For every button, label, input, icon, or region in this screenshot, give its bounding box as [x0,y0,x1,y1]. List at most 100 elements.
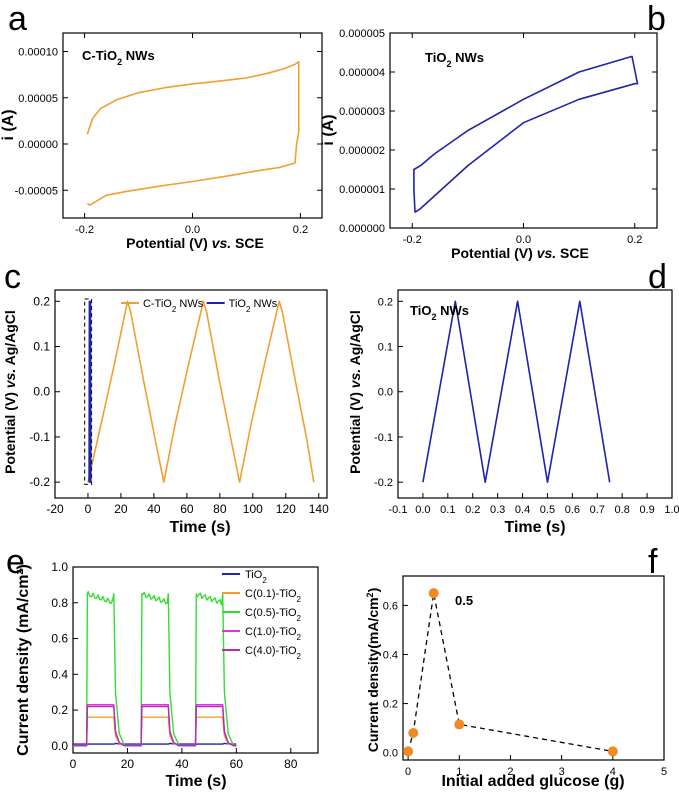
y-axis-label-text: Current density(mA/cm [365,597,381,752]
y-tick-label: 0.8 [51,596,68,610]
y-axis-label-text: Potential (V) [2,388,18,474]
x-axis-label: Initial added glucose (g) [441,773,624,790]
y-axis-label-sup: 2 [15,569,25,574]
x-axis-label-text: Potential (V) [451,245,537,261]
y-tick-label: 0.4 [383,650,398,662]
panel-a: -0.2 0.0 0.2 -0.00005 0.00000 0.00005 0.00010 a… [0,0,323,251]
x-tick-label: 0 [405,766,411,778]
data-point [408,728,419,739]
legend-sub: 2 [297,614,302,623]
x-tick-label: 20 [114,502,128,516]
y-tick-label: -0.2 [29,475,50,489]
x-axis-label: Time (s) [165,773,226,790]
peak-annotation: 0.5 [455,593,473,608]
x-axis-label: Time (s) [169,519,230,536]
x-tick-label: 60 [230,757,244,771]
x-axis-label-italic: vs. [537,245,556,261]
annotation-tail: NWs [451,50,484,65]
legend-label: TiO2 NWs [229,298,278,314]
panel-d: -0.1 0.0 0.1 0.2 0.3 0.4 0.5 0.6 0.7 0.8 0.9 1.0 -0.… [347,258,679,536]
x-tick-label: 20 [121,757,135,771]
y-tick-label: -0.1 [29,430,50,444]
y-tick-label: 0.2 [33,294,50,308]
legend-sub: 2 [262,576,267,585]
x-tick-label: 40 [175,757,189,771]
x-tick-label: -0.1 [389,504,408,516]
x-tick-label: 0.2 [293,224,308,236]
data-point [454,719,465,730]
y-tick-label: 0.00010 [18,47,58,59]
x-tick-label: 0.6 [565,504,580,516]
panel-e: 0 20 40 60 800.00.20.40.60.81.0TiO2C(0.1)-Ti… [6,543,319,790]
x-axis-label-text: Time (s) [504,519,565,536]
plot-frame [72,566,319,754]
x-tick-label: 4 [610,766,616,778]
x-tick-label: 0.0 [185,224,200,236]
x-tick-label: -0.2 [75,224,94,236]
y-tick-label: -0.1 [374,432,393,444]
legend-text: C(0.1)-TiO [245,588,297,600]
legend-sub: 2 [297,633,302,642]
x-tick-label: 0.2 [627,234,642,246]
photocurrent-curve [73,716,237,747]
legend-sub: 2 [246,305,251,314]
x-tick-label: 80 [213,502,227,516]
panel-letter-e: e [6,543,25,581]
plot-frame [402,575,665,761]
x-tick-label: 5 [661,766,667,778]
y-tick-label: 0.1 [378,342,393,354]
charge-discharge-curve-tio2 [88,300,92,483]
legend-text: C(0.5)-TiO [245,607,297,619]
photocurrent-curve [73,742,237,745]
x-tick-label: 0.4 [515,504,530,516]
y-tick-label: 1.0 [51,560,68,574]
charge-discharge-curve [422,300,611,484]
x-tick-label: -20 [46,502,64,516]
x-tick-label: 0.5 [540,504,555,516]
x-tick-label: 0.9 [639,504,654,516]
dashed-trend-line [407,593,613,753]
panel-letter-d: d [648,258,667,296]
x-tick-label: 100 [243,502,263,516]
annotation-sub: 2 [117,57,122,67]
annotation-tail: NWs [122,48,155,63]
legend-sub: 2 [172,305,177,314]
x-axis-label-text: Initial added glucose (g) [441,773,624,790]
charge-discharge-curve-ctio2 [87,300,315,484]
y-axis-label: Current density(mA/cm2) [365,588,381,753]
panel-letter-c: c [4,258,21,296]
legend-text: C-TiO [143,298,172,310]
annotation-sub: 2 [446,59,451,69]
x-tick-label: 40 [147,502,161,516]
y-tick-label: 0.6 [51,632,68,646]
y-axis-label-text: i (A) [0,109,17,140]
y-tick-label: -0.00005 [15,185,58,197]
legend-label: C(0.5)-TiO2 [245,607,302,623]
y-axis-label-tail: Ag/AgCl [347,310,363,369]
x-tick-label: -0.2 [403,234,422,246]
x-tick-label: 0.0 [516,234,531,246]
annotation-tail: NWs [436,303,469,318]
x-tick-label: 1.0 [664,504,679,516]
x-tick-label: 120 [276,502,296,516]
x-tick-label: 0.1 [440,504,455,516]
x-tick-label: 80 [284,757,298,771]
annotation-text: C-TiO [82,48,117,63]
y-axis-label-italic: vs. [347,369,363,388]
y-tick-label: 0.0 [33,385,50,399]
x-axis-label-tail: SCE [556,245,589,261]
panel-annotation: TiO2 NWs [425,50,484,69]
y-tick-label: 0.2 [383,699,398,711]
x-tick-label: 2 [507,766,513,778]
y-tick-label: 0.2 [378,296,393,308]
y-axis-label: Current density (mA/cm2) [15,564,32,756]
y-axis-label: Potential (V) vs. Ag/AgCl [2,310,18,474]
panel-c: -20 0 20 40 60 80 100 120 140 -0.2 -0.1 0.0 0.1 0.2 C-… [2,258,329,536]
x-axis-label-text: Time (s) [169,519,230,536]
legend-sub: 2 [297,595,302,604]
legend-label: C-TiO2 NWs [143,298,204,314]
y-axis-label-text: Current density (mA/cm [15,574,32,755]
annotation-text: TiO [410,303,431,318]
legend-text: TiO [245,569,263,581]
